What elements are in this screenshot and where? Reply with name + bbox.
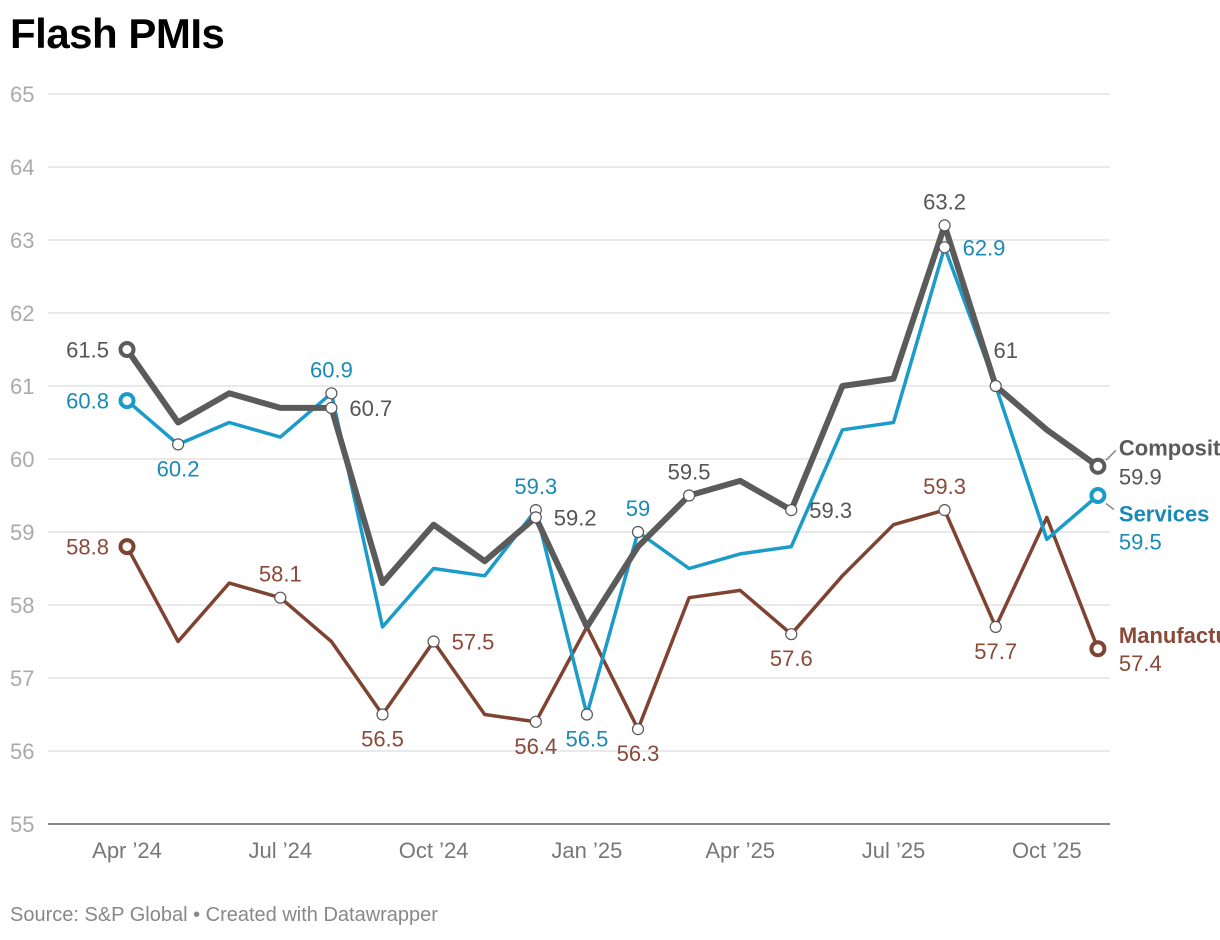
point-marker xyxy=(938,504,951,517)
y-axis-ticks: 55 56 57 58 59 60 61 62 63 64 65 xyxy=(10,82,34,837)
x-axis-ticks: Apr ’24 Jul ’24 Oct ’24 Jan ’25 Apr ’25 Jul ’… xyxy=(92,838,1082,863)
point-marker xyxy=(325,401,338,414)
end-marker xyxy=(1089,457,1107,475)
data-label: 56.5 xyxy=(565,727,608,752)
data-label: 57.7 xyxy=(974,639,1017,664)
x-tick-label: Jan ’25 xyxy=(551,838,622,863)
point-marker xyxy=(938,241,951,254)
data-label: 63.2 xyxy=(923,189,966,214)
data-label: 59.3 xyxy=(809,498,852,523)
end-labels: Manufacturing 57.4 Services 59.5 Composite 59… xyxy=(1105,435,1220,676)
y-tick-label: 65 xyxy=(10,82,34,107)
end-marker xyxy=(1089,487,1107,504)
chart-title: Flash PMIs xyxy=(10,10,225,57)
data-labels: 58.8 58.1 56.5 57.5 56.4 56.3 57.6 59.3 57.7 60.8… xyxy=(66,189,1018,766)
point-marker xyxy=(580,708,594,721)
point-marker xyxy=(376,708,389,721)
end-label-connector xyxy=(1105,449,1117,461)
y-tick-label: 57 xyxy=(10,666,34,691)
end-value-composite: 59.9 xyxy=(1119,464,1162,489)
data-label: 59.3 xyxy=(514,474,557,499)
y-tick-label: 64 xyxy=(10,155,34,180)
series-line-services xyxy=(125,245,1100,717)
y-tick-label: 58 xyxy=(10,593,34,618)
point-marker xyxy=(274,591,287,604)
data-label: 57.5 xyxy=(452,630,495,655)
point-marker xyxy=(118,538,136,556)
y-tick-label: 62 xyxy=(10,301,34,326)
data-label: 60.8 xyxy=(66,389,109,414)
point-markers xyxy=(118,219,1107,736)
point-marker xyxy=(989,620,1002,634)
x-tick-label: Apr ’25 xyxy=(705,838,775,863)
data-label: 59.2 xyxy=(554,505,597,530)
source-footer: Source: S&P Global • Created with Datawr… xyxy=(10,904,438,926)
end-label-composite: Composite xyxy=(1119,435,1220,460)
x-tick-label: Oct ’25 xyxy=(1012,838,1082,863)
series-line-composite xyxy=(124,222,1101,630)
data-label: 60.7 xyxy=(349,396,392,421)
end-value-services: 59.5 xyxy=(1119,530,1162,555)
y-tick-label: 61 xyxy=(10,374,34,399)
point-marker xyxy=(938,219,951,232)
point-marker xyxy=(785,628,798,641)
x-tick-label: Jul ’24 xyxy=(249,838,313,863)
data-label: 56.5 xyxy=(361,727,404,752)
point-marker xyxy=(989,379,1002,393)
y-tick-label: 59 xyxy=(10,520,34,545)
y-tick-label: 63 xyxy=(10,228,34,253)
data-label: 61 xyxy=(993,338,1017,363)
series-lines xyxy=(124,222,1101,731)
data-label: 56.4 xyxy=(514,734,557,759)
end-label-services: Services xyxy=(1119,502,1210,527)
point-marker xyxy=(172,438,185,451)
data-label: 56.3 xyxy=(617,741,660,766)
point-marker xyxy=(631,722,645,736)
y-tick-label: 56 xyxy=(10,739,34,764)
y-tick-label: 60 xyxy=(10,447,34,472)
data-label: 58.8 xyxy=(66,535,109,560)
point-marker xyxy=(118,392,136,410)
data-label: 61.5 xyxy=(66,338,109,363)
data-label: 58.1 xyxy=(259,562,302,587)
point-marker xyxy=(325,387,338,400)
point-marker xyxy=(682,489,696,502)
series-line-manufacturing xyxy=(125,508,1100,731)
x-tick-label: Jul ’25 xyxy=(862,838,926,863)
point-marker xyxy=(118,341,136,358)
data-label: 60.9 xyxy=(310,357,353,382)
y-tick-label: 55 xyxy=(10,812,34,837)
point-marker xyxy=(785,504,798,517)
end-value-manufacturing: 57.4 xyxy=(1119,651,1162,676)
x-tick-label: Oct ’24 xyxy=(399,838,469,863)
end-label-connector xyxy=(1105,502,1115,511)
data-label: 59 xyxy=(626,496,650,521)
end-label-manufacturing: Manufacturing xyxy=(1119,623,1220,648)
x-tick-label: Apr ’24 xyxy=(92,838,162,863)
data-label: 59.3 xyxy=(923,474,966,499)
data-label: 57.6 xyxy=(770,646,813,671)
data-label: 62.9 xyxy=(963,235,1006,260)
data-label: 59.5 xyxy=(668,460,711,485)
point-marker xyxy=(631,525,645,539)
data-label: 60.2 xyxy=(157,456,200,481)
point-marker xyxy=(529,715,542,728)
end-marker xyxy=(1089,640,1107,658)
point-marker xyxy=(427,635,440,648)
point-marker xyxy=(529,511,542,524)
